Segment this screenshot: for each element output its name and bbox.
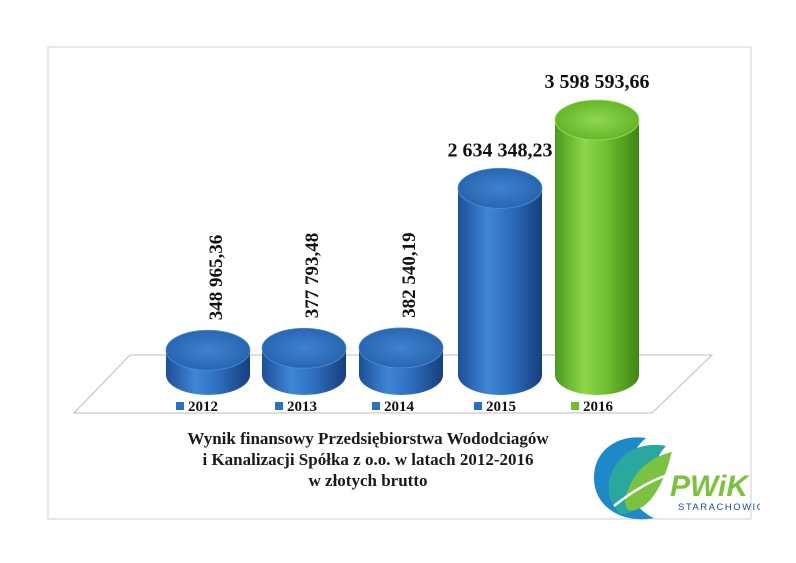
bar-2012 [165, 329, 251, 395]
bar-top [165, 329, 251, 371]
legend-item-2016: 2016 [571, 399, 614, 415]
bar-2013 [261, 327, 347, 395]
caption-line-3: w złotych brutto [308, 471, 428, 490]
logo-city: STARACHOWICE [678, 502, 760, 513]
caption-line-2: i Kanalizacji Spółka z o.o. w latach 201… [202, 450, 534, 469]
bar-2016 [554, 99, 640, 395]
bar-2015 [457, 167, 543, 395]
bar-2014 [358, 327, 444, 395]
legend-swatch [372, 402, 380, 410]
legend-item-2012: 2012 [176, 399, 218, 415]
bar-top [358, 327, 444, 369]
legend-item-2015: 2015 [474, 399, 516, 415]
legend-item-2013: 2013 [275, 399, 317, 415]
legend-label: 2016 [583, 399, 614, 415]
value-labels-group: 348 965,36 377 793,48 382 540,19 2 634 348,… [206, 71, 650, 320]
legend-label: 2012 [188, 399, 218, 415]
legend-swatch [275, 402, 283, 410]
pwik-logo: PWiK STARACHOWICE [594, 437, 760, 520]
logo-name: PWiK [670, 470, 750, 503]
legend-swatch [176, 402, 184, 410]
bar-top [261, 327, 347, 369]
value-label-2013: 377 793,48 [302, 233, 323, 319]
caption-line-1: Wynik finansowy Przedsiębiorstwa Wododci… [187, 429, 549, 448]
legend-label: 2015 [486, 399, 516, 415]
value-label-2016: 3 598 593,66 [545, 71, 650, 93]
legend-label: 2013 [287, 399, 317, 415]
value-label-2012: 348 965,36 [206, 235, 227, 321]
bars-group [165, 99, 640, 395]
legend-item-2014: 2014 [372, 399, 415, 415]
bar-body [555, 120, 639, 395]
value-label-2015: 2 634 348,23 [448, 139, 553, 161]
bar-top [457, 167, 543, 209]
bar-top [554, 99, 640, 141]
value-label-2014: 382 540,19 [399, 232, 420, 318]
legend: 2012 2013 2014 2015 2016 [176, 399, 614, 415]
legend-swatch [474, 402, 482, 410]
bar-body [458, 188, 542, 395]
chart-caption: Wynik finansowy Przedsiębiorstwa Wododci… [140, 428, 596, 491]
legend-swatch [571, 402, 579, 410]
legend-label: 2014 [384, 399, 415, 415]
logo-emblem-icon [594, 437, 672, 520]
